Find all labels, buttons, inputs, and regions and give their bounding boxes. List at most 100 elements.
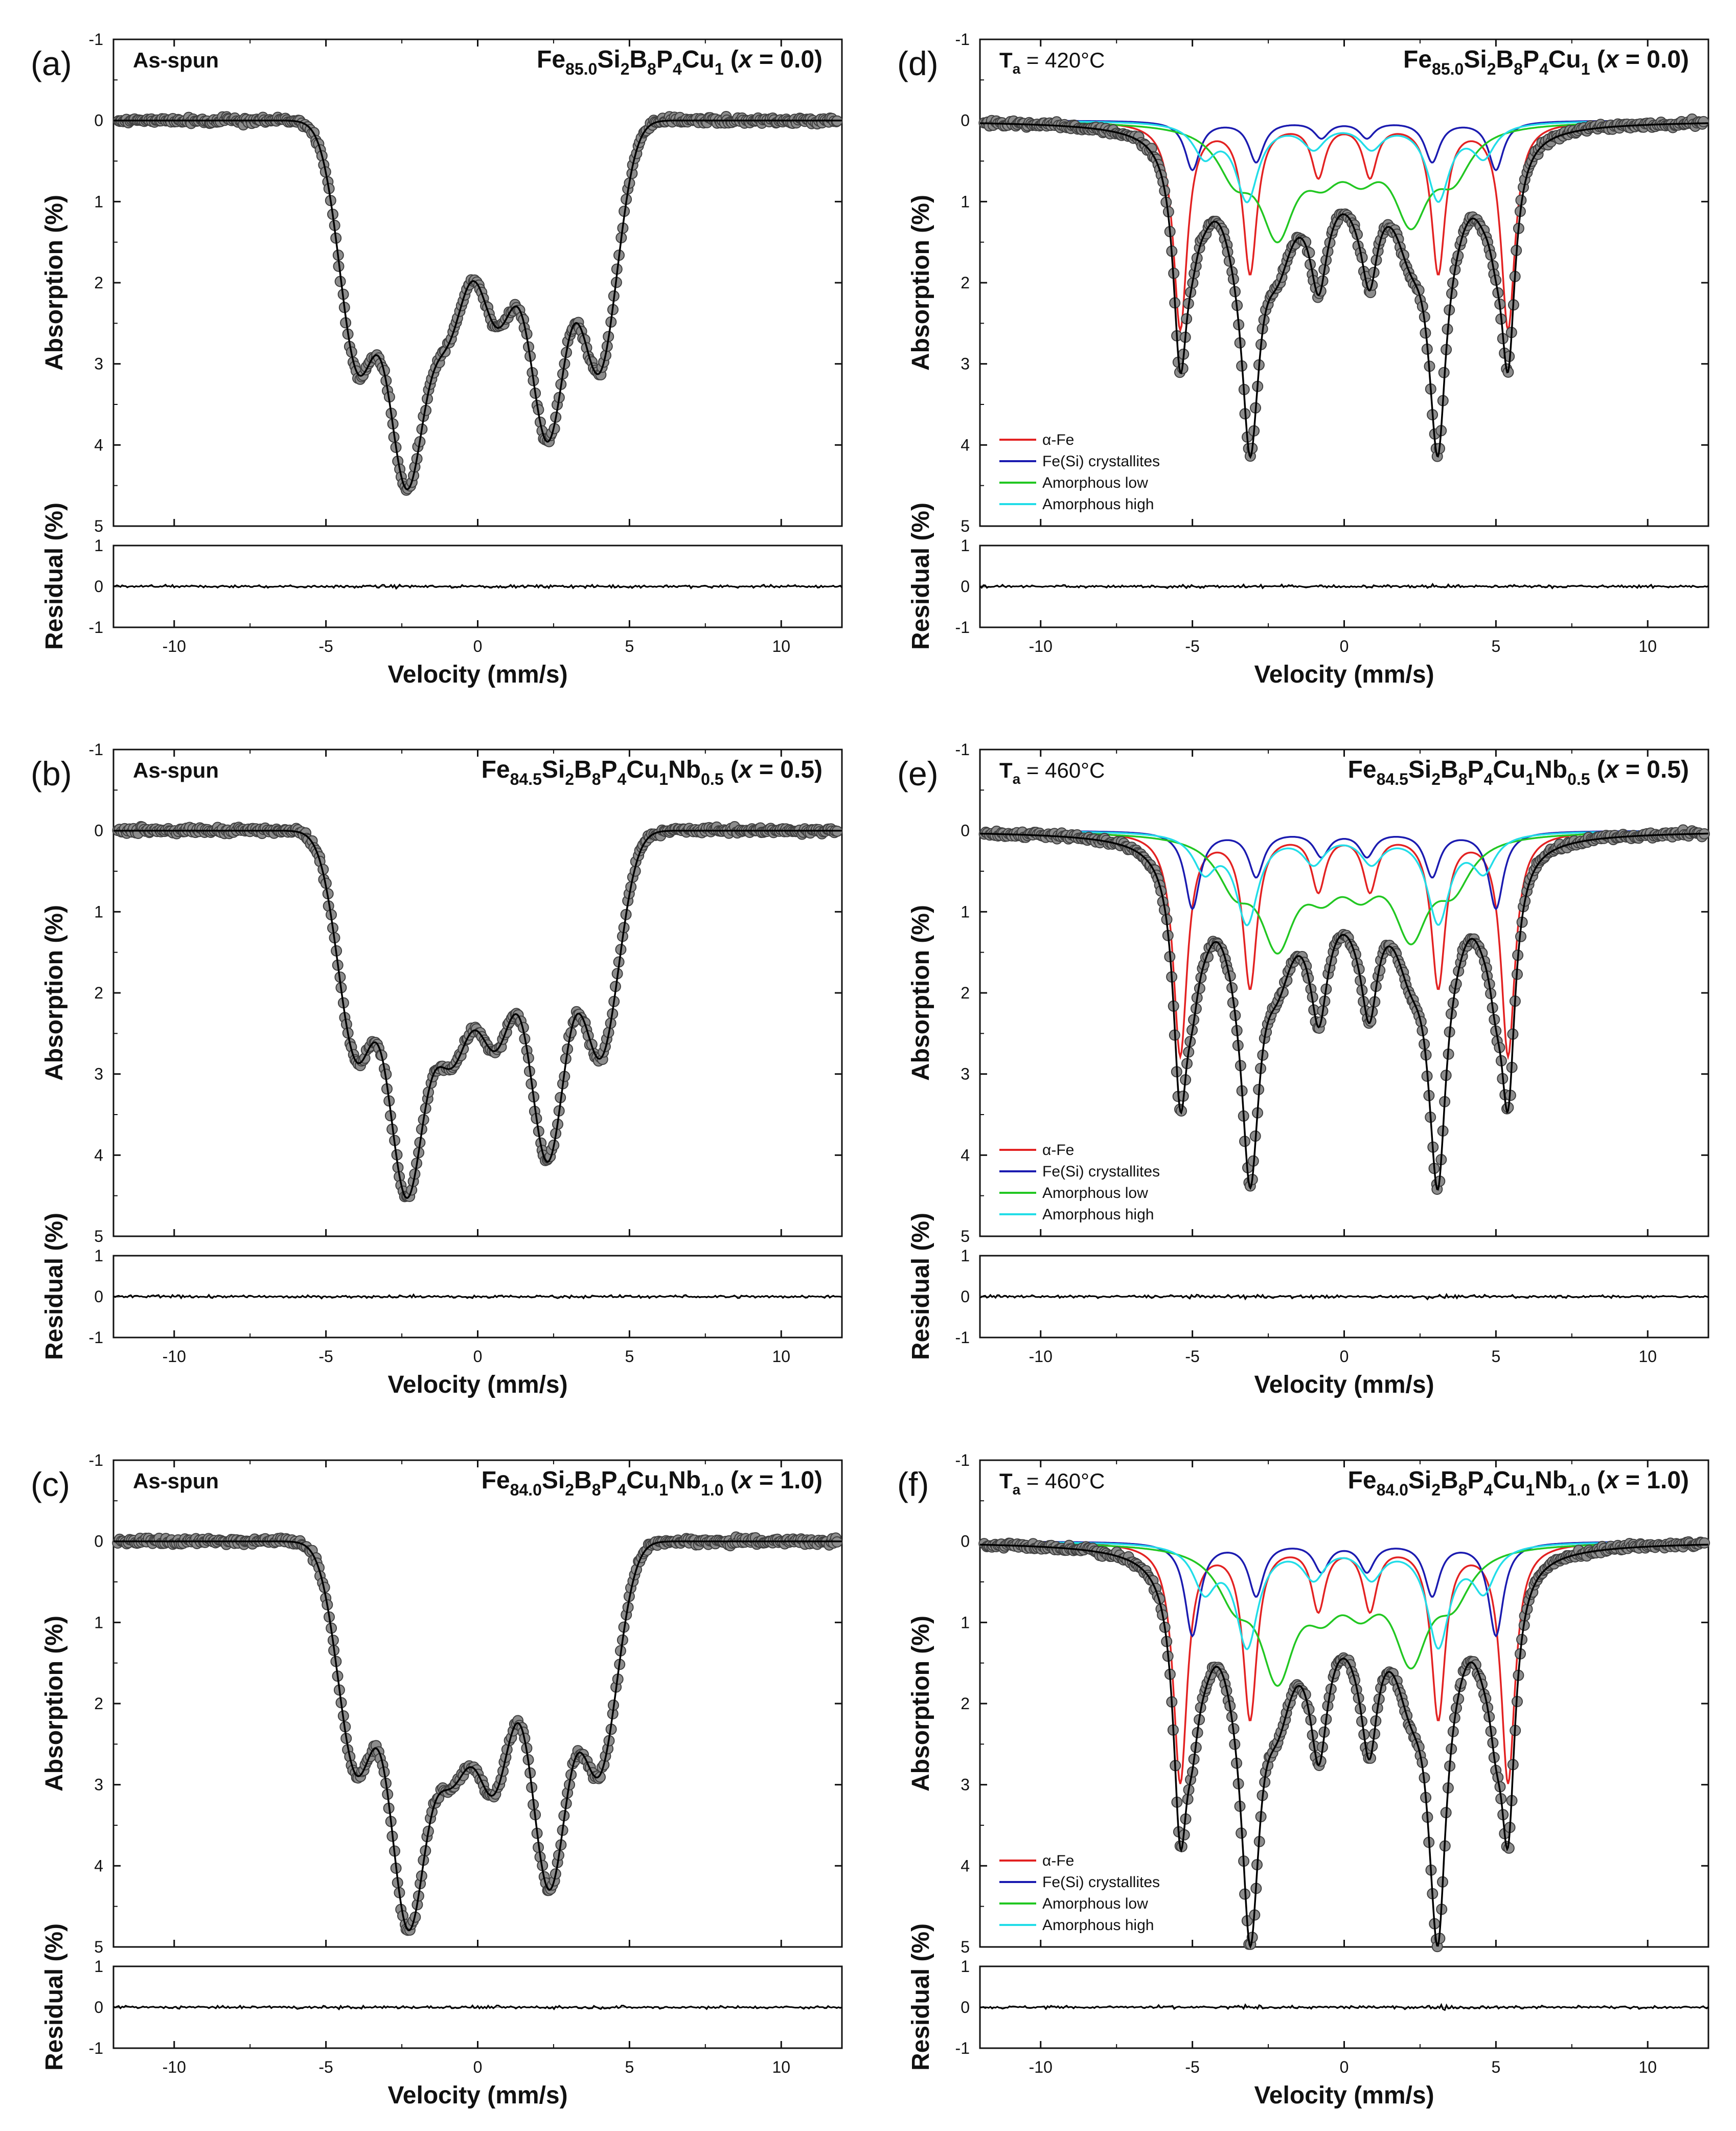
y-tick-label: 4 [94,436,103,454]
condition-label: As-spun [133,758,219,782]
y-tick-label: 3 [94,1065,103,1083]
y-tick-label: 5 [94,517,103,535]
fit-curve [980,832,1708,1191]
residual-trace [979,582,1709,590]
composition-title: Fe85.0Si2B8P4Cu1 (x = 0.0) [1403,46,1689,78]
x-tick-label: -10 [1029,637,1053,655]
y-axis-label: Absorption (%) [907,1616,934,1792]
legend: α-Fe Fe(Si) crystallites Amorphous low Amor… [999,432,1160,513]
residual-y-tick-label: -1 [955,2039,970,2057]
legend: α-Fe Fe(Si) crystallites Amorphous low Amor… [999,1142,1160,1223]
legend-label: Amorphous low [1042,1185,1148,1201]
condition-label: Ta = 460°C [999,1469,1105,1498]
y-tick-label: 1 [94,1613,103,1631]
residual-axis-label: Residual (%) [41,1213,68,1360]
y-tick-label: 3 [961,355,970,373]
residual-axis-label: Residual (%) [907,1923,934,2071]
y-axis-label: Absorption (%) [907,905,934,1081]
x-tick-label: 0 [1340,637,1349,655]
residual-y-tick-label: -1 [955,1328,970,1347]
residual-trace [979,2003,1709,2011]
x-tick-label: -5 [1185,1347,1199,1366]
legend-label: Amorphous low [1042,1895,1148,1912]
x-tick-label: -10 [163,637,186,655]
y-tick-label: 4 [94,1856,103,1875]
x-axis-label: Velocity (mm/s) [387,1371,567,1398]
x-tick-label: -5 [318,1347,333,1366]
y-tick-label: -1 [955,740,970,759]
legend-label: Fe(Si) crystallites [1042,1163,1160,1180]
data-point [1698,116,1709,127]
data-points [112,1531,843,1936]
y-tick-label: 5 [961,517,970,535]
y-tick-label: 0 [961,822,970,840]
data-point [1699,1537,1710,1549]
x-tick-label: 5 [625,637,634,655]
y-tick-label: 3 [94,1776,103,1794]
y-tick-label: 0 [94,111,103,130]
panel-label: (e) [897,755,939,792]
x-tick-label: 0 [1340,2058,1349,2076]
y-axis-label: Absorption (%) [41,195,68,371]
fit-curve [113,829,842,1199]
x-tick-label: 5 [625,1347,634,1366]
residual-y-tick-label: 0 [94,1998,103,2016]
residual-y-tick-label: -1 [89,618,103,637]
residual-y-tick-label: -1 [89,2039,103,2057]
y-tick-label: 2 [961,1694,970,1713]
panel-label: (c) [31,1465,70,1503]
condition-label: As-spun [133,1469,219,1493]
x-tick-label: 10 [1638,1347,1657,1366]
y-axis-label: Absorption (%) [41,1616,68,1792]
legend-label: Amorphous low [1042,474,1148,491]
y-tick-label: 1 [961,902,970,921]
x-tick-label: 10 [772,1347,790,1366]
x-tick-label: -10 [1029,2058,1053,2076]
y-tick-label: 0 [94,1532,103,1551]
x-tick-label: 5 [625,2058,634,2076]
legend-label: Fe(Si) crystallites [1042,1874,1160,1891]
legend: α-Fe Fe(Si) crystallites Amorphous low Amor… [999,1852,1160,1934]
composition-title: Fe84.0Si2B8P4Cu1Nb1.0 (x = 1.0) [482,1467,823,1499]
fit-curve [980,122,1709,459]
legend-label: Fe(Si) crystallites [1042,453,1160,470]
x-tick-label: -5 [1185,637,1199,655]
x-tick-label: 0 [473,1347,483,1366]
x-tick-label: 0 [473,637,483,655]
y-tick-label: 2 [94,1694,103,1713]
y-tick-label: 4 [961,1856,970,1875]
legend-label: Amorphous high [1042,496,1154,513]
panel-label: (a) [31,44,72,82]
residual-y-tick-label: 0 [94,1287,103,1306]
x-tick-label: 10 [1638,637,1657,655]
y-tick-label: 2 [961,274,970,292]
x-axis-label: Velocity (mm/s) [1254,1371,1434,1398]
residual-y-tick-label: 0 [961,1998,970,2016]
y-tick-label: 3 [94,355,103,373]
legend-label: α-Fe [1042,1142,1074,1159]
component-curve-amorphoushigh [980,1541,1708,1650]
y-tick-label: 2 [961,984,970,1002]
residual-axis-label: Residual (%) [41,503,68,650]
x-axis-label: Velocity (mm/s) [1254,661,1434,688]
composition-title: Fe84.5Si2B8P4Cu1Nb0.5 (x = 0.5) [1348,756,1689,788]
composition-title: Fe84.5Si2B8P4Cu1Nb0.5 (x = 0.5) [482,756,823,788]
residual-y-tick-label: 0 [961,1287,970,1306]
fit-curve [980,1544,1708,1949]
composition-title: Fe85.0Si2B8P4Cu1 (x = 0.0) [537,46,823,78]
x-tick-label: -10 [163,2058,186,2076]
data-points [978,113,1709,462]
residual-y-tick-label: 1 [961,536,970,555]
residual-y-tick-label: 0 [94,577,103,596]
y-tick-label: -1 [955,1451,970,1469]
residual-y-tick-label: 1 [94,1246,103,1265]
x-tick-label: -5 [318,637,333,655]
x-tick-label: -10 [1029,1347,1053,1366]
residual-y-tick-label: 1 [94,536,103,555]
